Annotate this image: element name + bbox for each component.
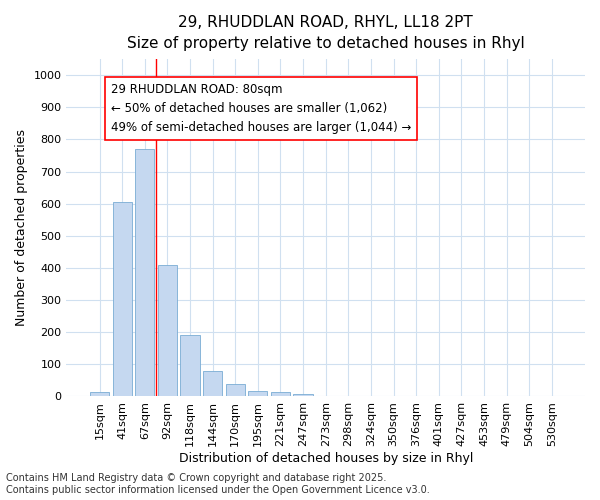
Bar — [181, 336, 200, 396]
Y-axis label: Number of detached properties: Number of detached properties — [15, 130, 28, 326]
Bar — [90, 392, 109, 396]
Bar — [158, 264, 177, 396]
Bar — [248, 390, 268, 396]
X-axis label: Distribution of detached houses by size in Rhyl: Distribution of detached houses by size … — [179, 452, 473, 465]
Bar — [271, 392, 290, 396]
Text: 29 RHUDDLAN ROAD: 80sqm
← 50% of detached houses are smaller (1,062)
49% of semi: 29 RHUDDLAN ROAD: 80sqm ← 50% of detache… — [111, 83, 411, 134]
Bar — [203, 372, 222, 396]
Bar — [226, 384, 245, 396]
Text: Contains HM Land Registry data © Crown copyright and database right 2025.
Contai: Contains HM Land Registry data © Crown c… — [6, 474, 430, 495]
Bar — [135, 149, 154, 396]
Bar — [293, 394, 313, 396]
Title: 29, RHUDDLAN ROAD, RHYL, LL18 2PT
Size of property relative to detached houses i: 29, RHUDDLAN ROAD, RHYL, LL18 2PT Size o… — [127, 15, 524, 51]
Bar — [113, 202, 132, 396]
